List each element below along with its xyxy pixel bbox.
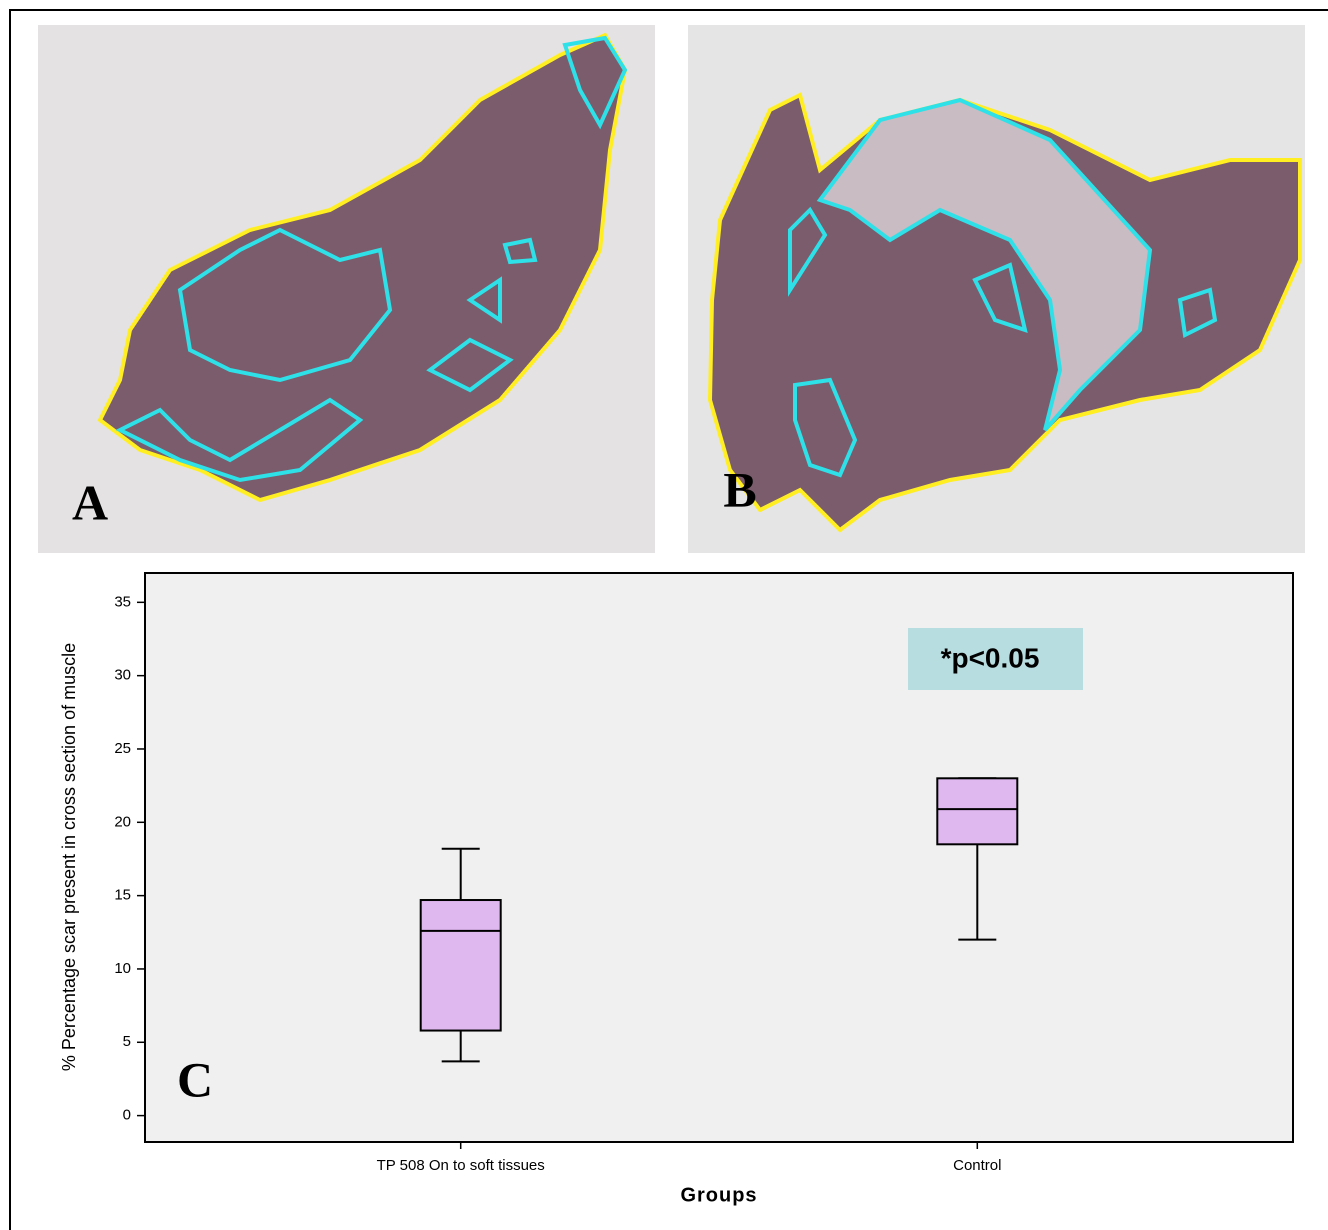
y-tick-label: 10	[114, 960, 131, 977]
plot-area	[144, 572, 1294, 1143]
histology-image-a	[38, 25, 655, 553]
panel-label: A	[72, 474, 108, 530]
y-tick-label: 0	[123, 1107, 131, 1124]
y-axis-label: % Percentage scar present in cross secti…	[59, 643, 79, 1071]
panel-label: C	[177, 1051, 213, 1107]
y-tick-label: 35	[114, 593, 131, 610]
y-tick-label: 25	[114, 740, 131, 757]
box	[419, 899, 502, 1032]
x-axis-label: Groups	[680, 1184, 757, 1206]
annotation-box	[908, 628, 1083, 690]
x-tick-label: TP 508 On to soft tissues	[377, 1157, 545, 1174]
y-tick-label: 30	[114, 667, 131, 684]
annotation: *p<0.05	[941, 642, 1040, 673]
frame	[9, 9, 1328, 1230]
y-tick-label: 20	[114, 813, 131, 830]
histology-image-b	[688, 25, 1305, 553]
box	[936, 777, 1019, 846]
panel-label: B	[723, 461, 756, 517]
x-tick-label: Control	[953, 1157, 1001, 1174]
y-tick-label: 15	[114, 887, 131, 904]
y-tick-label: 5	[123, 1033, 131, 1050]
